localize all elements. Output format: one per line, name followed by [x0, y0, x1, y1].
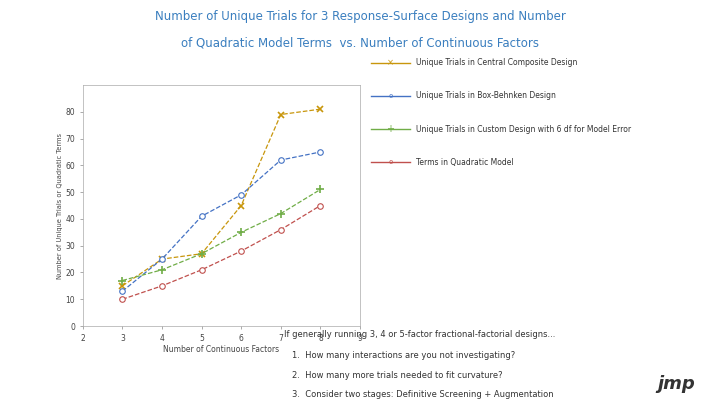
Text: 1.  How many interactions are you not investigating?: 1. How many interactions are you not inv…	[292, 351, 515, 360]
Text: If generally running 3, 4 or 5-factor fractional-factorial designs...: If generally running 3, 4 or 5-factor fr…	[284, 330, 556, 339]
Text: 2.  How many more trials needed to fit curvature?: 2. How many more trials needed to fit cu…	[292, 371, 503, 379]
Text: Unique Trials in Box-Behnken Design: Unique Trials in Box-Behnken Design	[416, 92, 556, 100]
Text: o: o	[388, 93, 392, 99]
Text: 3.  Consider two stages: Definitive Screening + Augmentation: 3. Consider two stages: Definitive Scree…	[292, 390, 553, 399]
X-axis label: Number of Continuous Factors: Number of Continuous Factors	[163, 345, 279, 354]
Text: jmp: jmp	[657, 375, 695, 393]
Text: Unique Trials in Custom Design with 6 df for Model Error: Unique Trials in Custom Design with 6 df…	[416, 125, 631, 134]
Text: o: o	[388, 160, 392, 165]
Y-axis label: Number of Unique Trials or Quadratic Terms: Number of Unique Trials or Quadratic Ter…	[57, 132, 63, 279]
Text: ×: ×	[387, 58, 394, 67]
Text: Number of Unique Trials for 3 Response-Surface Designs and Number: Number of Unique Trials for 3 Response-S…	[155, 10, 565, 23]
Text: Unique Trials in Central Composite Design: Unique Trials in Central Composite Desig…	[416, 58, 577, 67]
Text: of Quadratic Model Terms  vs. Number of Continuous Factors: of Quadratic Model Terms vs. Number of C…	[181, 36, 539, 49]
Text: Terms in Quadratic Model: Terms in Quadratic Model	[416, 158, 514, 167]
Text: +: +	[386, 124, 395, 134]
